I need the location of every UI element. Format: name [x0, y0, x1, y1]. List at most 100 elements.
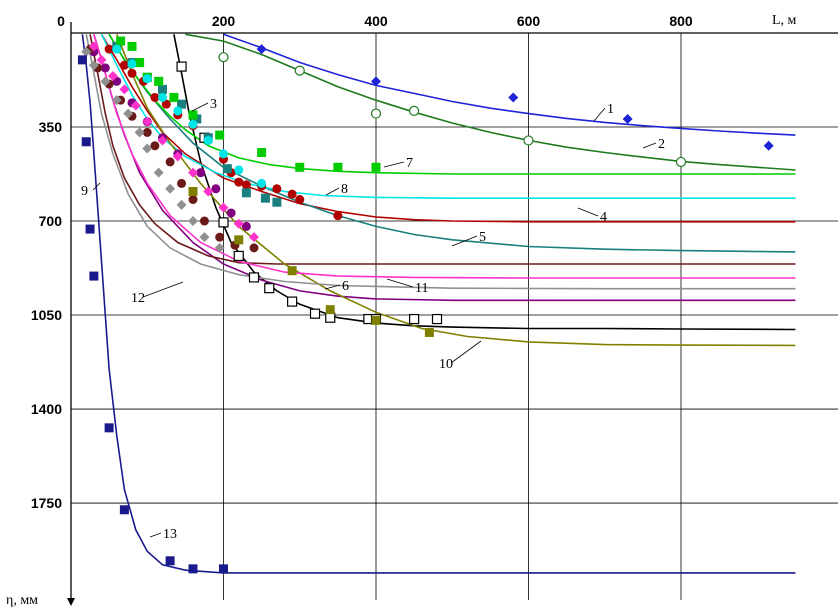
series-4-point — [104, 44, 114, 54]
series-11-point — [119, 84, 130, 95]
series-11-point — [130, 100, 141, 111]
series-7-label: 7 — [406, 156, 413, 171]
series-13-point — [104, 423, 114, 433]
series-6-leader — [324, 284, 341, 290]
series-8-point — [257, 178, 267, 188]
series-12-point — [214, 242, 225, 253]
series-8-point — [234, 165, 244, 175]
series-2-point — [675, 156, 687, 168]
series-10-point — [371, 315, 381, 325]
series-11-point — [88, 41, 99, 52]
series-10-point — [287, 266, 297, 276]
series-7-point — [116, 36, 126, 46]
y-axis-title: η, мм — [6, 593, 38, 608]
series-8-point — [203, 135, 213, 145]
series-7-point — [188, 110, 198, 120]
series-12-point — [153, 167, 164, 178]
series-4-point — [295, 195, 305, 205]
series-11-point — [142, 116, 153, 127]
series-5-point — [272, 197, 282, 207]
series-3-point — [287, 296, 298, 307]
series-9-point — [150, 141, 160, 151]
series-7-point — [295, 162, 305, 172]
series-12-point — [165, 183, 176, 194]
series-13-point — [165, 556, 175, 566]
series-1-point — [508, 92, 519, 103]
series-13-leader — [149, 532, 162, 538]
series-12-point — [123, 108, 134, 119]
series-3-point — [409, 313, 420, 325]
series-8-point — [219, 149, 228, 159]
series-4-point — [234, 177, 244, 187]
series-9-point — [142, 127, 152, 137]
y-tick-label: 1050 — [31, 307, 62, 323]
series-1-line — [223, 33, 796, 136]
series-7-leader — [383, 161, 405, 168]
series-9-point — [199, 216, 209, 226]
y-axis-arrow-icon — [67, 598, 75, 606]
series-11-point — [249, 232, 259, 243]
series-8-leader — [325, 187, 340, 196]
series-9-leader — [92, 182, 101, 191]
series-11-point — [157, 135, 168, 146]
x-tick-label: 600 — [517, 13, 541, 29]
series-8-label: 8 — [341, 182, 348, 197]
series-5-line — [108, 33, 796, 253]
x-tick-label: 800 — [669, 13, 693, 29]
y-axis — [67, 22, 75, 606]
y-tick-label: 1750 — [31, 495, 62, 511]
series-13-point — [219, 564, 228, 574]
series-12-point — [188, 216, 198, 227]
series-1-point — [371, 76, 381, 87]
series-6-point — [241, 221, 251, 231]
series-3-point — [325, 312, 336, 323]
series-5-point — [177, 99, 187, 109]
series-13-point — [188, 564, 198, 574]
series-1-leader — [593, 107, 606, 122]
series-7-point — [333, 162, 343, 172]
series-9-line — [89, 34, 796, 265]
series-9-point — [165, 157, 175, 167]
series-3-point — [176, 61, 187, 72]
series-11-point — [107, 70, 118, 81]
series-3-label: 3 — [210, 97, 217, 112]
series-7-point — [215, 130, 225, 140]
series-6-point — [100, 63, 110, 73]
series-10-point — [424, 327, 434, 337]
series-12-label: 12 — [131, 291, 145, 306]
series-11-point — [172, 151, 183, 162]
series-7-point — [135, 58, 145, 68]
series-11-point — [233, 218, 244, 229]
series-10-line — [116, 34, 796, 347]
x-tick-label: 0 — [57, 13, 65, 29]
series-10-label: 10 — [439, 357, 453, 372]
series-1-point — [256, 44, 267, 55]
y-tick-label: 700 — [39, 213, 63, 229]
series-10-leader — [450, 340, 482, 364]
series-12-point — [176, 199, 187, 210]
series-4-point — [161, 99, 171, 109]
series-7-point — [169, 92, 179, 102]
series-1-point — [622, 113, 633, 124]
series-2-point — [370, 108, 382, 119]
series-9-point — [215, 232, 225, 242]
series-11-leader — [386, 278, 414, 288]
series-3-point — [264, 283, 275, 294]
series-12-point — [81, 46, 92, 57]
series-12-leader — [142, 281, 184, 298]
series-3-point — [248, 272, 260, 283]
series-3-point — [431, 313, 443, 325]
series-7-point — [371, 162, 381, 172]
series-5-point — [158, 84, 167, 94]
series-9-point — [177, 178, 187, 188]
series-12-line — [85, 34, 796, 290]
series-6-point — [211, 184, 221, 194]
series-9-point — [249, 243, 259, 253]
x-tick-label: 400 — [364, 13, 388, 29]
series-11-point — [96, 54, 107, 65]
series-10-point — [234, 235, 244, 245]
series-2-line — [185, 33, 796, 171]
series-13-line — [81, 34, 796, 574]
series-7-line — [108, 33, 796, 175]
